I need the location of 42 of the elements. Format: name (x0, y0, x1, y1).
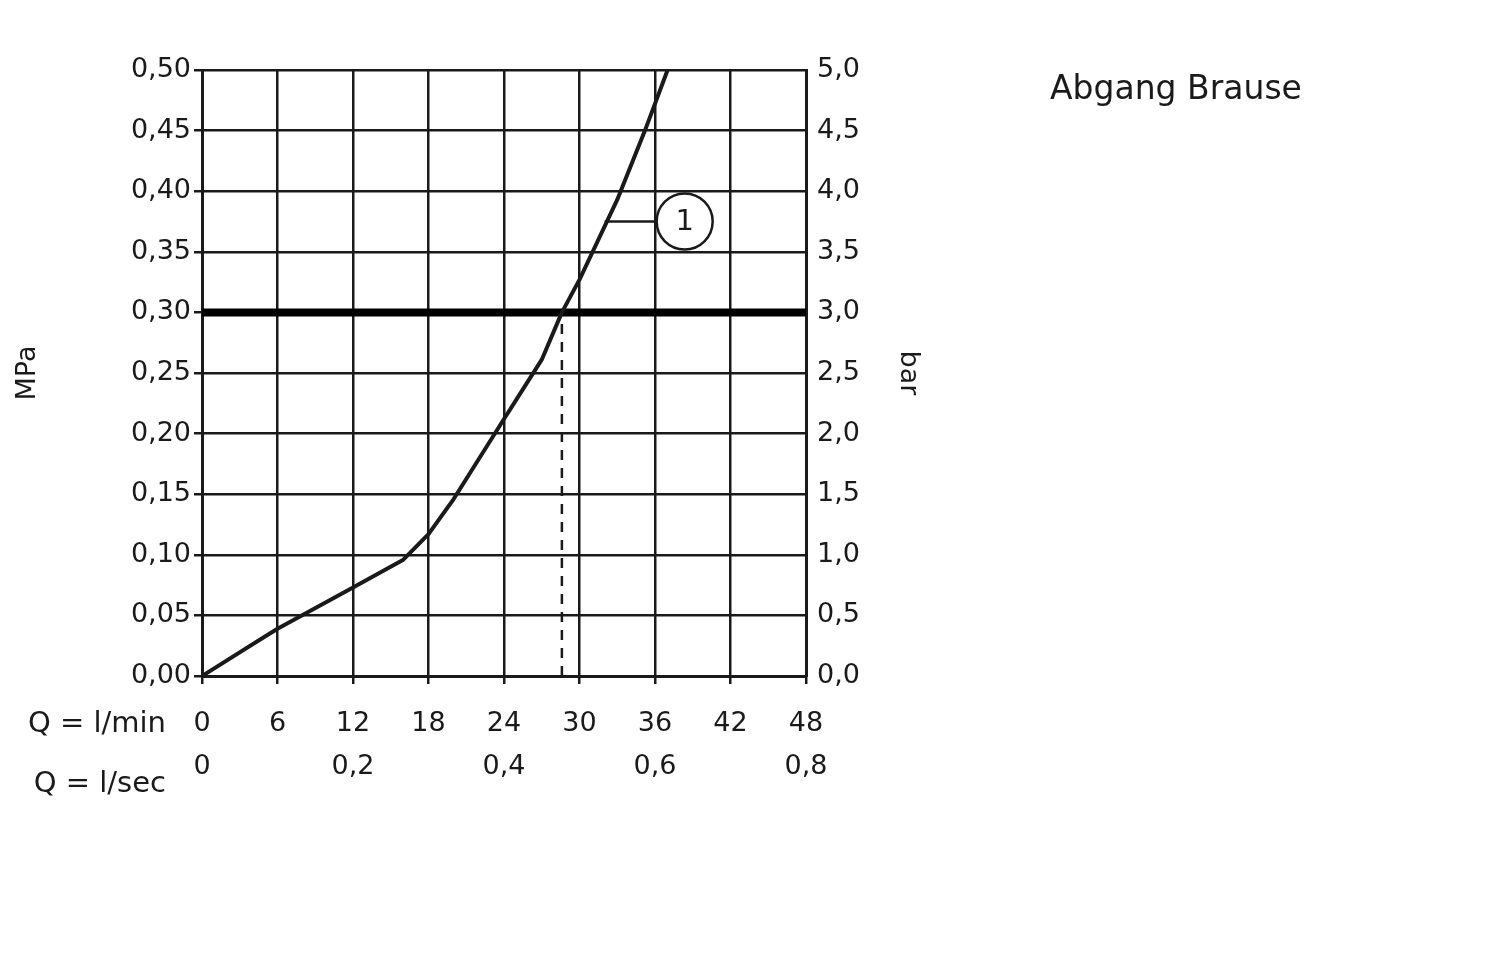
x-tick-label: 18 (411, 706, 446, 738)
y-tick-label: 0,30 (130, 294, 191, 326)
x-tick-label: 24 (486, 706, 522, 738)
x2-tick-label: 0,2 (331, 749, 375, 781)
x2-tick-label: 0,6 (633, 749, 677, 781)
y2-tick-label: 2,5 (817, 355, 860, 387)
y2-axis-title: bar (894, 350, 926, 397)
y-tick-label: 0,15 (130, 476, 191, 508)
y-tick-label: 0,40 (130, 173, 191, 205)
x-tick-label: 48 (788, 706, 824, 738)
x-tick-label: 42 (713, 706, 748, 738)
y2-tick-label: 3,5 (817, 233, 860, 265)
annotation: 1 (675, 203, 694, 238)
y2-tick-label: 4,5 (817, 112, 860, 144)
y2-tick-label: 5,0 (817, 52, 860, 84)
x-axis-title: Q = l/min (27, 704, 166, 739)
x2-tick-label: 0,4 (482, 749, 526, 781)
y2-tick-label: 0,5 (817, 597, 860, 629)
x-tick-label: 12 (335, 706, 371, 738)
x2-tick-label: 0,8 (784, 749, 828, 781)
y-axis-title: MPa (10, 345, 42, 401)
y2-tick-label: 1,0 (817, 536, 860, 568)
y-tick-label: 0,20 (130, 415, 191, 447)
y2-tick-label: 0,0 (817, 658, 860, 690)
y-tick-label: 0,00 (130, 658, 191, 690)
y2-tick-label: 2,0 (817, 415, 860, 447)
x2-tick-label: 0 (193, 749, 211, 781)
y2-tick-label: 1,5 (817, 476, 860, 508)
x-tick-label: 36 (637, 706, 673, 738)
y-tick-label: 0,45 (130, 112, 191, 144)
x2-axis-title: Q = l/sec (33, 764, 166, 799)
y2-tick-label: 3,0 (817, 294, 860, 326)
x-tick-label: 6 (268, 706, 287, 738)
y-tick-label: 0,05 (130, 597, 191, 629)
y-tick-label: 0,10 (130, 536, 191, 568)
x-tick-label: 30 (562, 706, 597, 738)
x-tick-label: 0 (193, 706, 211, 738)
text: Abgang Brause (1050, 67, 1302, 107)
y-tick-label: 0,50 (130, 52, 191, 84)
y-tick-label: 0,25 (130, 355, 191, 387)
y-tick-label: 0,35 (130, 233, 191, 265)
y2-tick-label: 4,0 (817, 173, 860, 205)
